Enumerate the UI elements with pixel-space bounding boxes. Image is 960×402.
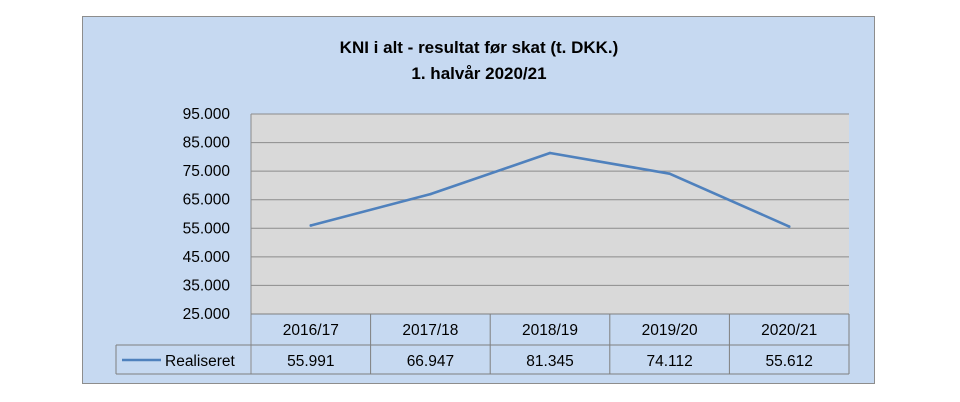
data-point xyxy=(787,225,791,228)
y-tick-label: 25.000 xyxy=(183,306,231,323)
x-tick-label: 2016/17 xyxy=(283,322,339,339)
data-point xyxy=(548,151,552,155)
x-tick-label: 2020/21 xyxy=(761,322,817,339)
line-chart: KNI i alt - resultat før skat (t. DKK.) … xyxy=(115,38,850,375)
data-point xyxy=(668,172,671,175)
y-tick-label: 95.000 xyxy=(183,106,231,123)
chart-title-line-2: 1. halvår 2020/21 xyxy=(411,64,546,83)
y-tick-label: 65.000 xyxy=(183,192,231,209)
data-label: 66.947 xyxy=(407,353,454,370)
chart-title-line-1: KNI i alt - resultat før skat (t. DKK.) xyxy=(340,38,619,57)
data-label: 55.991 xyxy=(287,353,334,370)
x-tick-label: 2017/18 xyxy=(402,322,458,339)
x-tick-label: 2019/20 xyxy=(642,322,698,339)
y-tick-label: 35.000 xyxy=(183,277,231,294)
y-tick-label: 85.000 xyxy=(183,135,231,152)
chart-frame: KNI i alt - resultat før skat (t. DKK.) … xyxy=(82,16,875,384)
y-tick-label: 55.000 xyxy=(183,220,231,237)
y-tick-label: 45.000 xyxy=(183,249,231,266)
data-label: 74.112 xyxy=(646,353,692,370)
y-tick-label: 75.000 xyxy=(183,163,231,180)
legend-label: Realiseret xyxy=(165,353,235,370)
data-label: 55.612 xyxy=(765,353,812,370)
data-point xyxy=(429,192,432,196)
data-point xyxy=(309,224,313,227)
data-label: 81.345 xyxy=(526,353,573,370)
x-tick-label: 2018/19 xyxy=(522,322,578,339)
